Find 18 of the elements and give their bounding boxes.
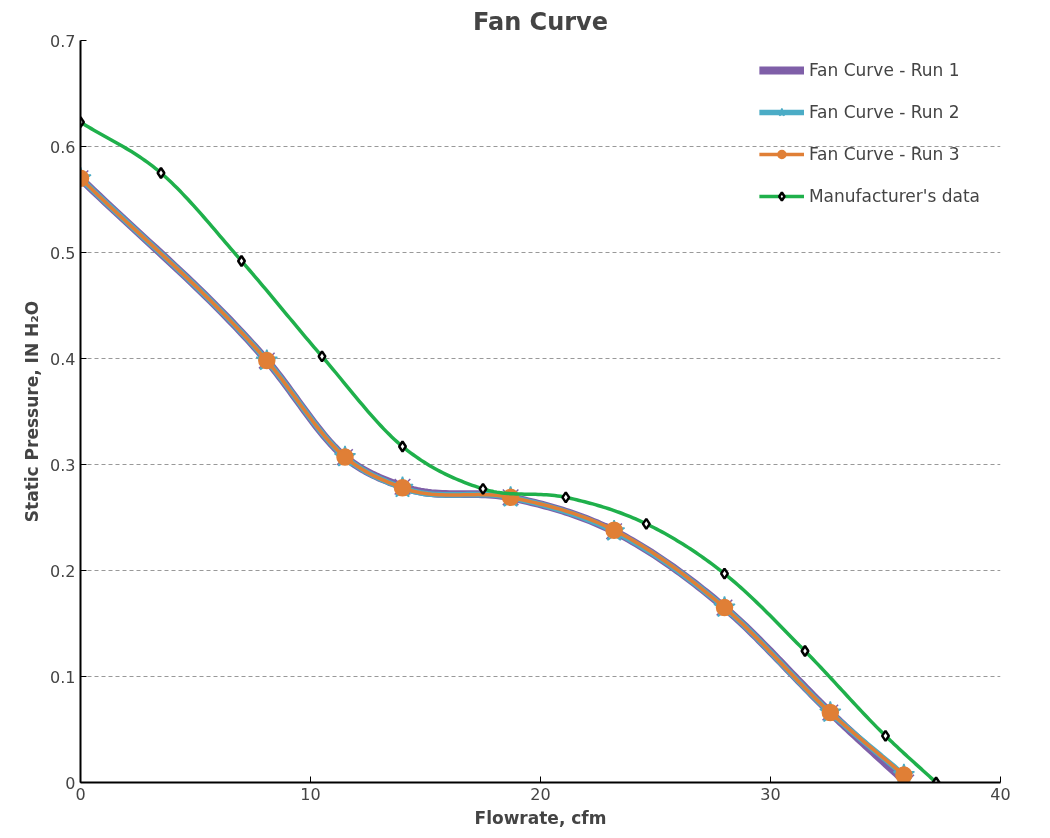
x-tick-label: 10 <box>300 784 321 804</box>
legend-label: Manufacturer's data <box>808 186 980 206</box>
chart-title: Fan Curve <box>472 7 609 36</box>
y-tick-label: 0.2 <box>50 561 76 581</box>
y-axis-title: Static Pressure, IN H₂O <box>22 300 43 523</box>
legend-label: Fan Curve - Run 3 <box>808 144 960 164</box>
x-axis-title: Flowrate, cfm <box>474 807 607 828</box>
x-tick-label: 30 <box>760 784 781 804</box>
x-tick-label: 40 <box>990 784 1011 804</box>
y-tick-label: 0.1 <box>50 667 76 687</box>
legend-label: Fan Curve - Run 2 <box>808 102 960 122</box>
y-tick-label: 0.5 <box>50 243 76 263</box>
y-tick-label: 0.3 <box>50 455 76 475</box>
y-tick-label: 0.7 <box>50 31 76 51</box>
x-tick-label: 20 <box>530 784 551 804</box>
legend-label: Fan Curve - Run 1 <box>808 60 960 80</box>
y-tick-label: 0.4 <box>50 349 76 369</box>
y-tick-label: 0.6 <box>50 137 76 157</box>
